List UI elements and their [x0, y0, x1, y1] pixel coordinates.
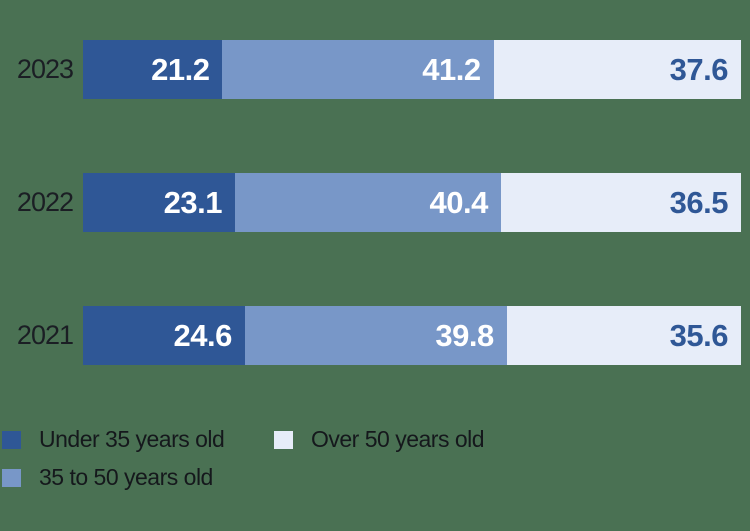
- year-label: 2021: [16, 320, 74, 350]
- segment-value: 24.6: [173, 317, 233, 353]
- bar-segment-over-50: 35.6: [506, 306, 741, 365]
- bar-segment-35-to-50: 41.2: [222, 40, 494, 99]
- bar-segment-35-to-50: 40.4: [234, 173, 501, 232]
- segment-value: 37.6: [669, 51, 729, 87]
- legend-swatch-over-50: [274, 430, 293, 449]
- legend-label: Under 35 years old: [39, 426, 225, 452]
- year-label: 2023: [16, 54, 74, 84]
- segment-value: 23.1: [163, 184, 223, 220]
- bar-segment-under-35: 24.6: [83, 306, 245, 365]
- segment-value: 39.8: [435, 317, 494, 353]
- segment-value: 21.2: [151, 51, 210, 87]
- legend-label: 35 to 50 years old: [39, 464, 213, 490]
- bar-segment-under-35: 23.1: [83, 173, 235, 232]
- bar-2021: 24.6 39.8 35.6: [83, 306, 741, 365]
- segment-value: 35.6: [669, 317, 729, 353]
- bar-row-2022: 2022 23.1 40.4 36.5: [0, 173, 750, 232]
- stacked-bar-chart: 2023 21.2 41.2 37.6 2022 23.1 40.4 36.5: [0, 40, 750, 365]
- legend-label: Over 50 years old: [311, 426, 485, 452]
- bar-row-2023: 2023 21.2 41.2 37.6: [0, 40, 750, 99]
- year-label: 2022: [16, 187, 74, 217]
- bar-segment-under-35: 21.2: [83, 40, 223, 99]
- bar-segment-35-to-50: 39.8: [244, 306, 507, 365]
- legend-item-over-50: Over 50 years old: [274, 426, 485, 452]
- legend-item-under-35: Under 35 years old: [2, 426, 274, 452]
- legend-swatch-35-to-50: [2, 468, 21, 487]
- legend-column-right: Over 50 years old: [274, 426, 485, 506]
- legend: Under 35 years old 35 to 50 years old Ov…: [0, 426, 750, 506]
- segment-value: 41.2: [422, 51, 481, 87]
- legend-swatch-under-35: [2, 430, 21, 449]
- bar-segment-over-50: 37.6: [493, 40, 741, 99]
- segment-value: 36.5: [669, 184, 729, 220]
- legend-column-left: Under 35 years old 35 to 50 years old: [0, 426, 274, 506]
- bar-segment-over-50: 36.5: [500, 173, 741, 232]
- bar-2022: 23.1 40.4 36.5: [83, 173, 741, 232]
- bar-row-2021: 2021 24.6 39.8 35.6: [0, 306, 750, 365]
- segment-value: 40.4: [429, 184, 488, 220]
- bar-2023: 21.2 41.2 37.6: [83, 40, 741, 99]
- legend-item-35-to-50: 35 to 50 years old: [2, 464, 274, 490]
